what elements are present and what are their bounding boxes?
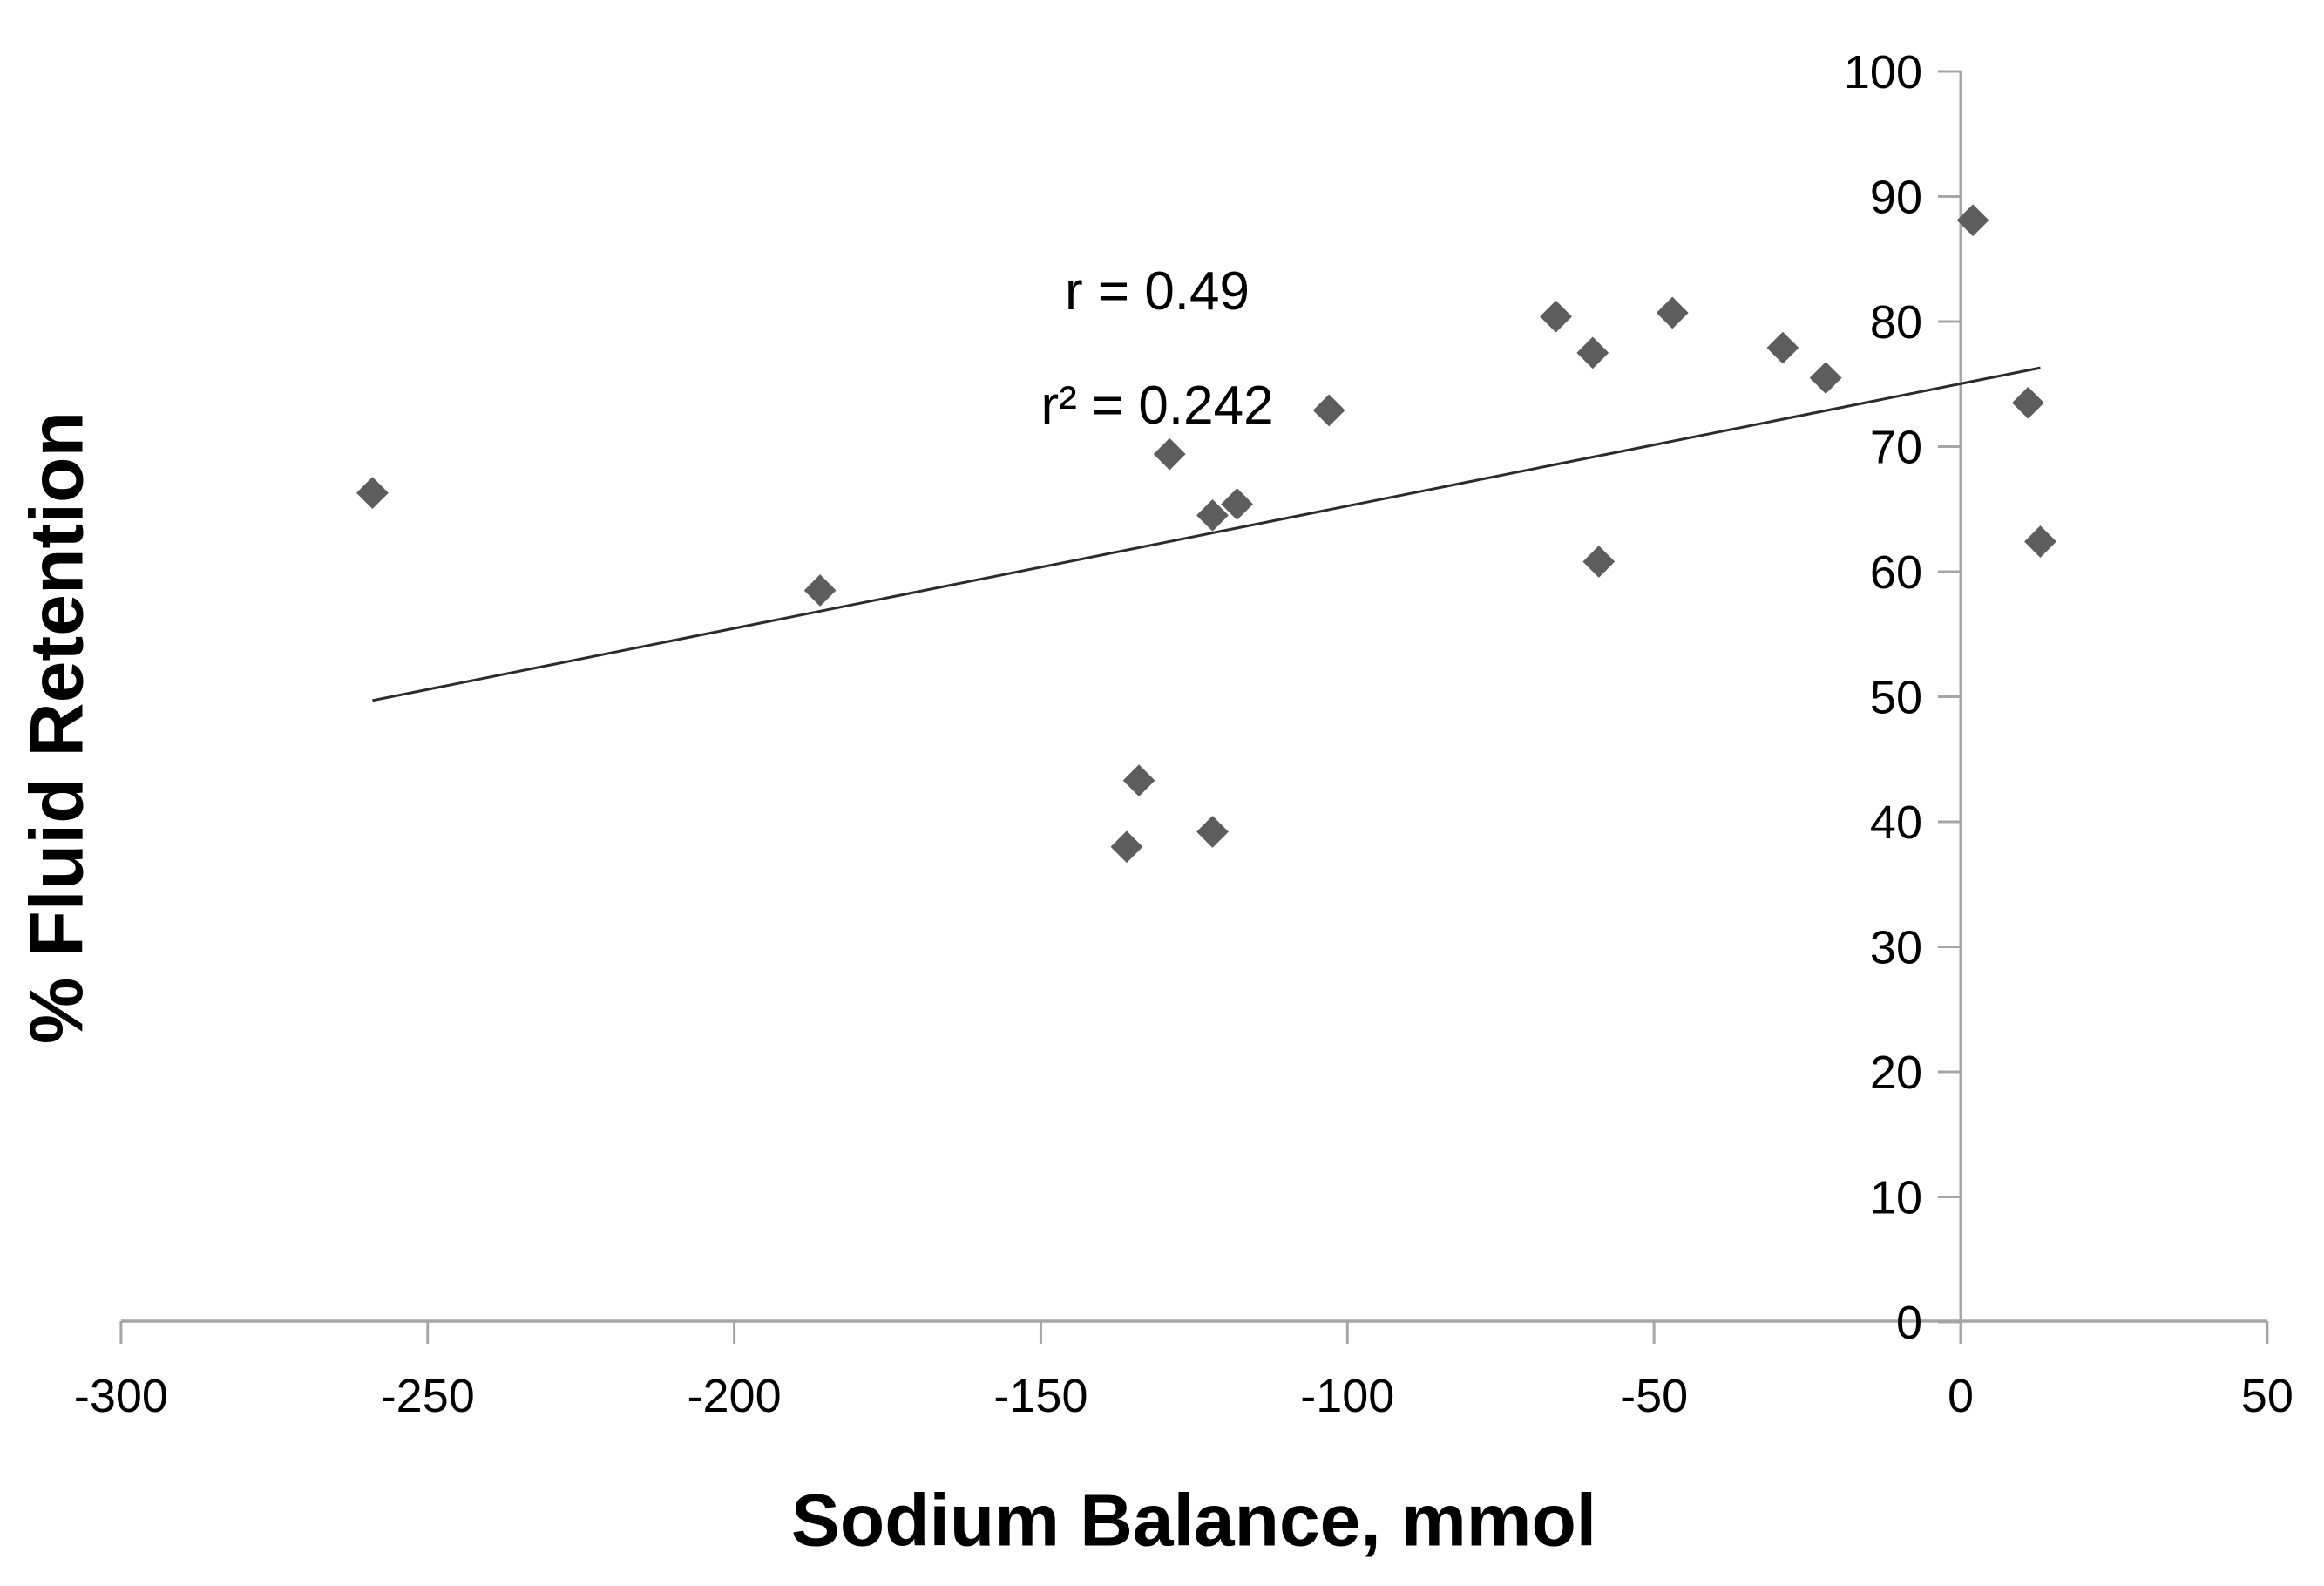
data-point — [1196, 816, 1229, 848]
annotation-r-squared-value: r² = 0.242 — [1040, 376, 1274, 436]
y-tick-label: 90 — [1870, 172, 1922, 224]
y-tick-label: 80 — [1870, 296, 1922, 349]
data-point — [1153, 437, 1186, 471]
data-point — [1196, 499, 1229, 532]
correlation-annotation: r = 0.49 r² = 0.242 — [1040, 234, 1273, 463]
x-tick-label: -200 — [688, 1370, 782, 1422]
x-axis-title: Sodium Balance, mmol — [790, 1479, 1597, 1562]
y-tick-label: 50 — [1870, 672, 1922, 724]
data-point — [1582, 546, 1616, 578]
y-tick-label: 0 — [1896, 1297, 1922, 1349]
x-tick-label: -150 — [993, 1370, 1087, 1422]
x-tick-label: -50 — [1620, 1370, 1688, 1422]
data-point — [1576, 336, 1609, 369]
data-point — [1122, 764, 1155, 797]
data-point — [1312, 394, 1345, 427]
x-tick-label: -300 — [74, 1370, 168, 1422]
data-point — [1110, 830, 1143, 864]
y-tick-label: 70 — [1870, 422, 1922, 474]
data-point — [1540, 300, 1572, 333]
data-point — [1656, 296, 1689, 329]
x-tick-label: 50 — [2241, 1370, 2294, 1422]
x-tick-label: -100 — [1300, 1370, 1394, 1422]
y-tick-label: 30 — [1870, 922, 1922, 974]
data-point — [2012, 386, 2044, 419]
y-axis-title: % Fluid Retention — [15, 410, 99, 1045]
y-tick-label: 100 — [1844, 46, 1922, 98]
y-tick-label: 60 — [1870, 546, 1922, 599]
data-point — [803, 574, 837, 607]
x-tick-label: -250 — [381, 1370, 475, 1422]
annotation-r-value: r = 0.49 — [1065, 261, 1250, 322]
data-point — [356, 477, 389, 509]
data-point — [1809, 362, 1842, 394]
data-point — [1956, 204, 1989, 237]
y-tick-label: 40 — [1870, 796, 1922, 849]
data-point — [1766, 331, 1799, 364]
x-tick-label: 0 — [1948, 1370, 1974, 1422]
y-tick-label: 10 — [1870, 1172, 1922, 1224]
y-tick-label: 20 — [1870, 1047, 1922, 1099]
data-point — [2024, 525, 2056, 558]
trend-line — [372, 366, 2041, 702]
data-point — [1221, 488, 1254, 520]
